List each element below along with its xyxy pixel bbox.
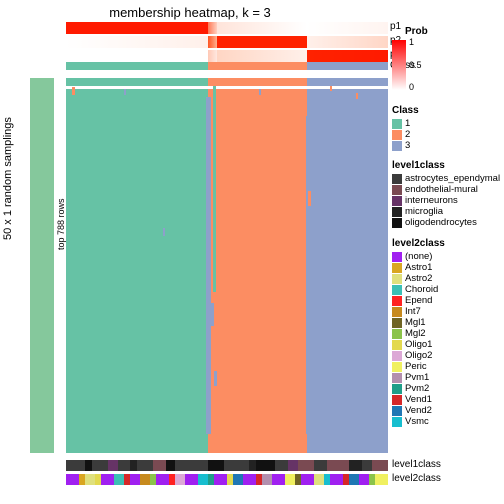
prob-row-p2	[66, 36, 388, 48]
y-label-inner: top 788 rows	[56, 198, 66, 250]
prob-gradient	[392, 40, 406, 90]
class-annotation-top	[66, 62, 388, 70]
level1-legend: level1classastrocytes_ependymalendotheli…	[392, 160, 500, 228]
heatmap-separator	[66, 86, 388, 89]
level1-annotation	[66, 460, 388, 471]
prob-tick-05: 0.5	[409, 60, 422, 70]
row-dendrogram-strip	[30, 78, 54, 453]
level2-annotation	[66, 474, 388, 485]
prob-tick-0: 0	[409, 82, 414, 92]
prob-row-p3	[66, 50, 388, 62]
prob-legend-title: Prob	[405, 26, 428, 37]
y-label-outer: 50 x 1 random samplings	[2, 117, 14, 240]
heatmap-body	[66, 78, 388, 453]
class-legend: Class123	[392, 105, 419, 151]
prob-tick-1: 1	[409, 37, 414, 47]
level1-label: level1class	[392, 459, 441, 470]
figure-title: membership heatmap, k = 3	[0, 5, 380, 20]
prob-row-p1	[66, 22, 388, 34]
level2-legend: level2class(none)Astro1Astro2ChoroidEpen…	[392, 238, 445, 427]
p1-label: p1	[390, 21, 401, 32]
level2-label: level2class	[392, 473, 441, 484]
figure: membership heatmap, k = 3 50 x 1 random …	[0, 0, 504, 504]
